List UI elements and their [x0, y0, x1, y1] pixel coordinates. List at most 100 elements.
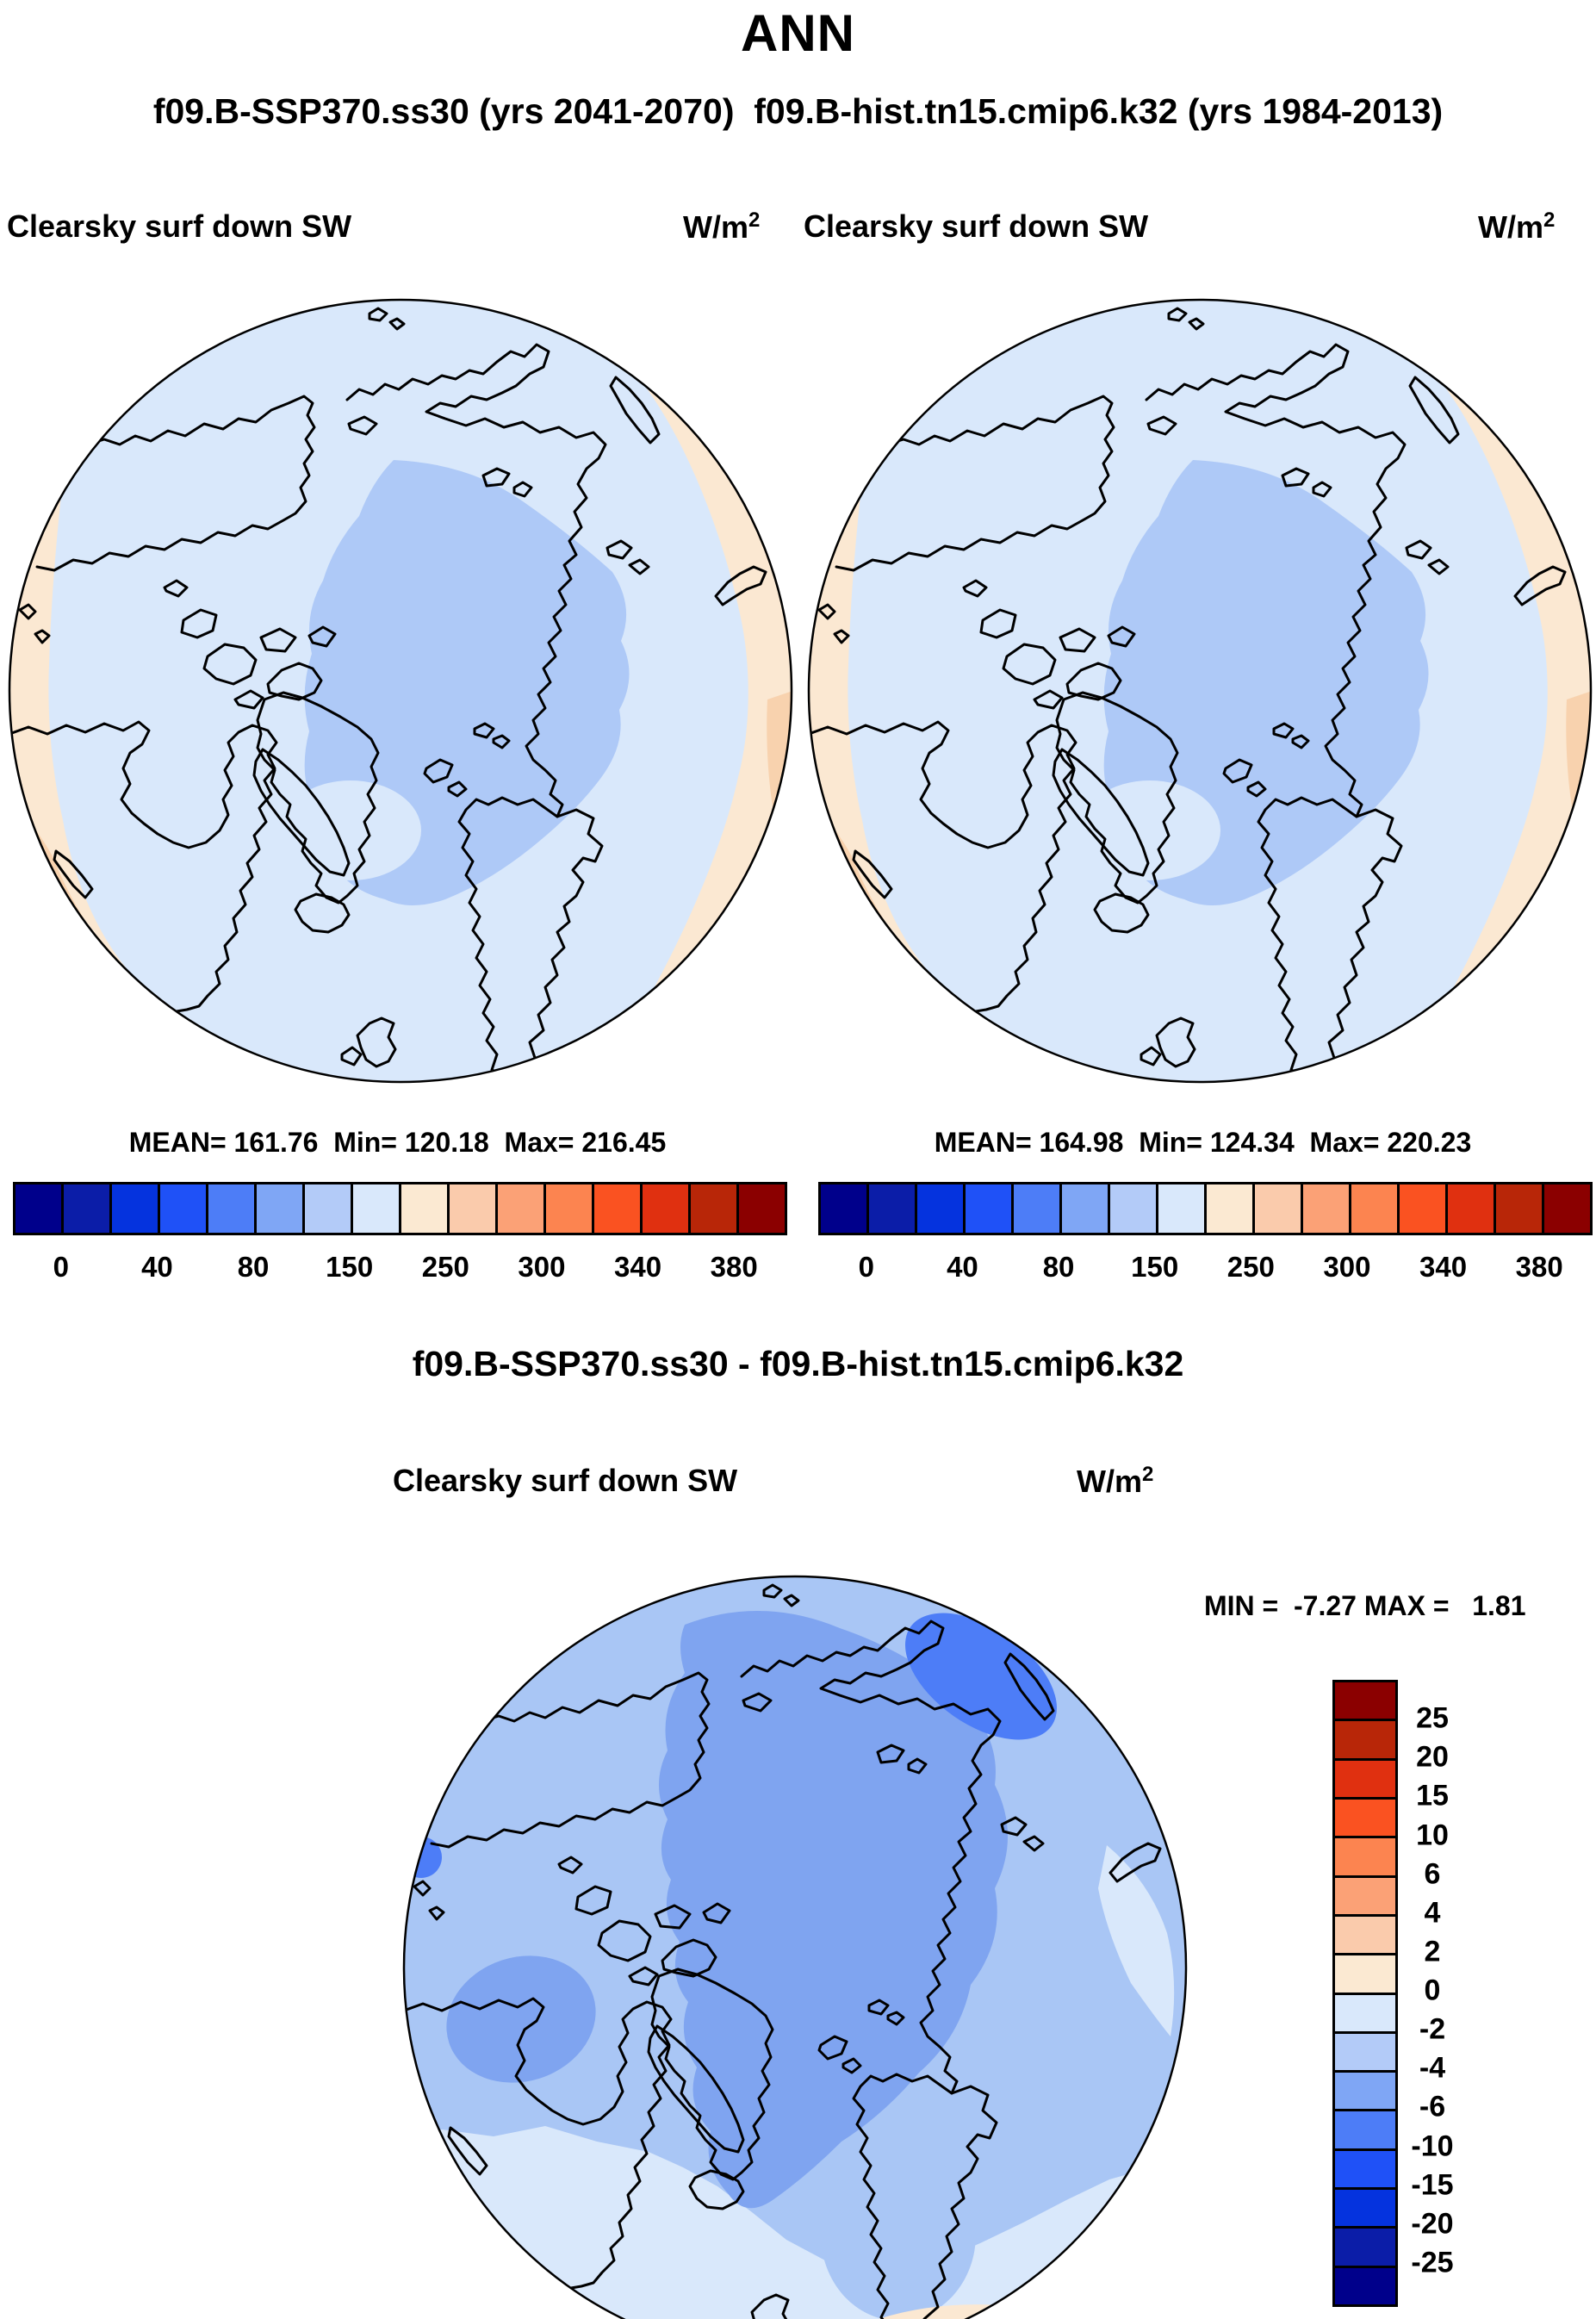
stats-case2: MEAN= 164.98 Min= 124.34 Max= 220.23	[934, 1127, 1472, 1158]
panel-right-units-label: W/m2	[1478, 208, 1556, 245]
panel-left-variable-label: Clearsky surf down SW	[7, 208, 352, 244]
colorbar-tick-label: 4	[1424, 1896, 1441, 1930]
colorbar-cell	[447, 1184, 495, 1233]
colorbar-ticks-case1: 0 40 80 150 250 300 340 380	[13, 1251, 782, 1289]
colorbar-cell	[1059, 1184, 1108, 1233]
colorbar-tick-label: 250	[421, 1251, 469, 1283]
colorbar-cell	[543, 1184, 592, 1233]
colorbar-cell	[302, 1184, 351, 1233]
colorbar-tick-label: 340	[1419, 1251, 1468, 1283]
colorbar-cell	[1335, 2148, 1395, 2188]
colorbar-ticks-difference: 25 20 15 10 6 4 2 0 -2 -4 -6 -10 -15 -20 -25	[1398, 1680, 1467, 2302]
colorbar-cell	[592, 1184, 640, 1233]
colorbar-tick-label: -20	[1411, 2207, 1454, 2241]
colorbar-cell	[915, 1184, 963, 1233]
colorbar-tick-label: 300	[1323, 1251, 1371, 1283]
colorbar-cell	[109, 1184, 158, 1233]
colorbar-cell	[1335, 2187, 1395, 2227]
page-title: ANN	[741, 4, 855, 62]
colorbar-cell	[1335, 2265, 1395, 2304]
colorbar-cell	[1445, 1184, 1494, 1233]
cases-subtitle: f09.B-SSP370.ss30 (yrs 2041-2070) f09.B-…	[152, 91, 1444, 131]
colorbar-tick-label: 25	[1416, 1701, 1449, 1735]
colorbar-cell	[1335, 1836, 1395, 1875]
colorbar-cell	[206, 1184, 254, 1233]
colorbar-tick-label: 250	[1226, 1251, 1275, 1283]
map-boundary-circle	[402, 1575, 1188, 2319]
colorbar-cell	[688, 1184, 736, 1233]
colorbar-cell	[963, 1184, 1011, 1233]
colorbar-case1	[13, 1182, 787, 1235]
colorbar-tick-label: 150	[326, 1251, 374, 1283]
colorbar-cell	[61, 1184, 109, 1233]
colorbar-tick-label: -15	[1411, 2168, 1454, 2202]
colorbar-tick-label: 380	[710, 1251, 758, 1283]
colorbar-tick-label: 340	[614, 1251, 662, 1283]
panel-diff-units-label: W/m2	[1077, 1463, 1154, 1499]
colorbar-cell	[1335, 1757, 1395, 1797]
colorbar-cell	[1335, 2109, 1395, 2148]
colorbar-difference	[1332, 1680, 1398, 2307]
colorbar-cell	[1335, 2070, 1395, 2110]
colorbar-ticks-case2: 0 40 80 150 250 300 340 380	[818, 1251, 1587, 1289]
colorbar-cell	[1397, 1184, 1445, 1233]
map-boundary-circle	[8, 298, 793, 1084]
colorbar-tick-label: -4	[1419, 2051, 1446, 2085]
colorbar-cell	[1204, 1184, 1252, 1233]
colorbar-cell	[1335, 1719, 1395, 1758]
difference-title: f09.B-SSP370.ss30 - f09.B-hist.tn15.cmip…	[412, 1344, 1184, 1383]
colorbar-tick-label: 0	[53, 1251, 69, 1283]
colorbar-tick-label: -6	[1419, 2090, 1446, 2123]
colorbar-tick-label: 300	[518, 1251, 566, 1283]
colorbar-cell	[1252, 1184, 1301, 1233]
colorbar-cell	[254, 1184, 302, 1233]
colorbar-cell	[1542, 1184, 1590, 1233]
colorbar-cell	[821, 1184, 866, 1233]
colorbar-cell	[1335, 1682, 1395, 1719]
diff-minmax-stats: MIN = -7.27 MAX = 1.81	[1204, 1590, 1526, 1621]
colorbar-cell	[1335, 2030, 1395, 2071]
colorbar-cell	[1335, 1796, 1395, 1837]
colorbar-tick-label: 80	[1042, 1251, 1075, 1283]
colorbar-tick-label: 380	[1515, 1251, 1563, 1283]
colorbar-cell	[1108, 1184, 1156, 1233]
colorbar-cell	[495, 1184, 543, 1233]
colorbar-tick-label: 80	[237, 1251, 270, 1283]
map-difference	[402, 1575, 1188, 2319]
colorbar-tick-label: 150	[1131, 1251, 1179, 1283]
panel-diff-variable-label: Clearsky surf down SW	[393, 1463, 738, 1498]
panel-left-units-label: W/m2	[683, 208, 761, 245]
colorbar-tick-label: 0	[1424, 1974, 1441, 2007]
colorbar-cell	[736, 1184, 785, 1233]
colorbar-cell	[16, 1184, 61, 1233]
panel-right-variable-label: Clearsky surf down SW	[804, 208, 1149, 244]
colorbar-tick-label: 2	[1424, 1935, 1441, 1968]
colorbar-cell	[1335, 1992, 1395, 2031]
colorbar-tick-label: 20	[1416, 1740, 1449, 1774]
colorbar-tick-label: 15	[1416, 1779, 1449, 1812]
colorbar-cell	[158, 1184, 206, 1233]
colorbar-tick-label: 40	[947, 1251, 978, 1283]
colorbar-cell	[351, 1184, 399, 1233]
colorbar-tick-label: -10	[1411, 2129, 1454, 2162]
colorbar-tick-label: 0	[858, 1251, 874, 1283]
colorbar-tick-label: -25	[1411, 2246, 1454, 2279]
colorbar-tick-label: 40	[141, 1251, 173, 1283]
colorbar-cell	[1011, 1184, 1059, 1233]
map-case1	[8, 298, 793, 1084]
colorbar-cell	[399, 1184, 447, 1233]
colorbar-cell	[1335, 1953, 1395, 1993]
colorbar-cell	[1335, 1874, 1395, 1914]
colorbar-tick-label: 6	[1424, 1857, 1441, 1891]
colorbar-cell	[1494, 1184, 1542, 1233]
colorbar-cell	[866, 1184, 915, 1233]
stats-case1: MEAN= 161.76 Min= 120.18 Max= 216.45	[128, 1127, 667, 1158]
colorbar-tick-label: -2	[1419, 2012, 1446, 2046]
map-case2	[807, 298, 1593, 1084]
colorbar-cell	[1301, 1184, 1349, 1233]
map-boundary-circle	[807, 298, 1593, 1084]
colorbar-case2	[818, 1182, 1593, 1235]
colorbar-cell	[1335, 1913, 1395, 1954]
colorbar-cell	[640, 1184, 688, 1233]
